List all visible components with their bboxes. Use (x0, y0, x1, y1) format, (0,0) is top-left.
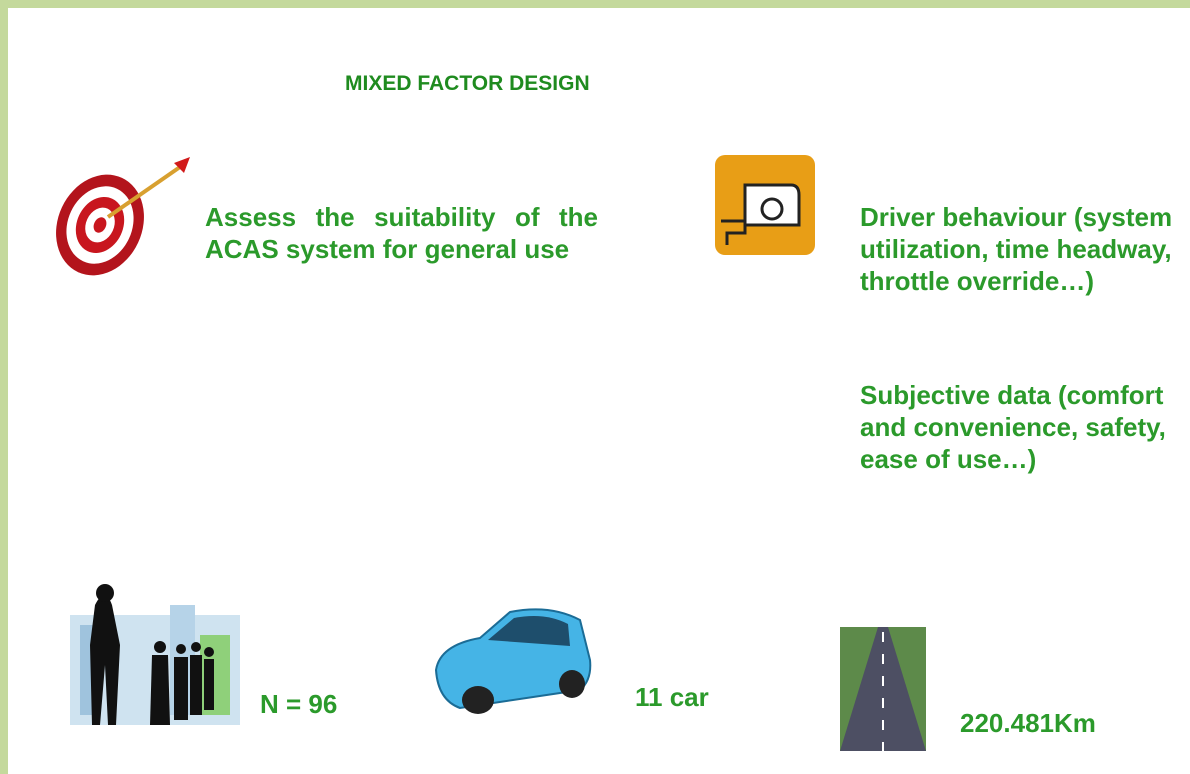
participants-text: N = 96 (260, 689, 337, 720)
distance-text: 220.481Km (960, 708, 1096, 739)
road-icon (840, 627, 926, 751)
target-icon (48, 155, 193, 280)
measure-text: Driver behaviour (system utilization, ti… (860, 201, 1180, 297)
slide-title: MIXED FACTOR DESIGN (345, 72, 590, 96)
slide: MIXED FACTOR DESIGN Assess the suitabili… (0, 0, 1190, 774)
vehicles-text: 11 car (635, 682, 709, 713)
objective-text: Assess the suitability of the ACAS syste… (205, 201, 598, 265)
measure-text: Subjective data (comfort and convenience… (860, 379, 1180, 475)
car-icon (430, 600, 595, 722)
people-icon (50, 575, 250, 727)
tape-measure-icon (715, 155, 817, 257)
page: MIXED FACTOR DESIGN Assess the suitabili… (0, 0, 1190, 774)
